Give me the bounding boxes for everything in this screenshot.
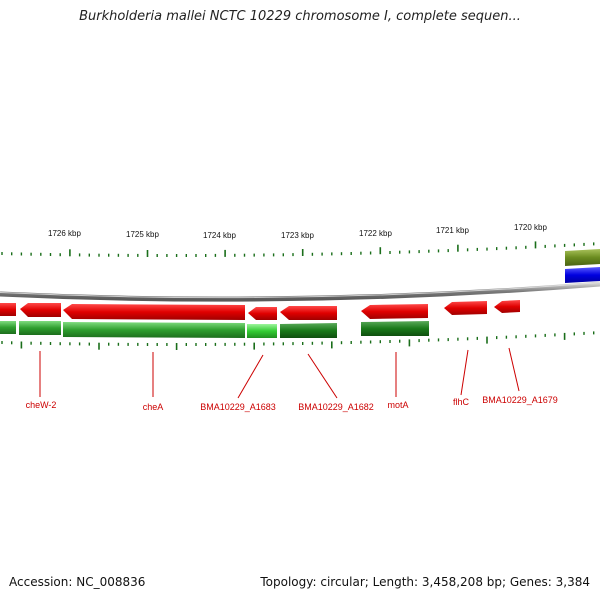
gene-label-flhc[interactable]: flhC [453,397,470,407]
ruler-label: 1722 kbp [359,229,392,238]
gene-track [0,300,520,320]
gene-arrow[interactable] [494,300,520,313]
cds-feature[interactable] [63,322,245,338]
label-leaders [39,347,520,399]
cds-feature[interactable] [361,321,429,336]
gene-label-chea[interactable]: cheA [143,402,164,412]
scale-ticks-outer [1,241,595,257]
gene-arrow[interactable] [248,307,277,320]
accession-text: Accession: NC_008836 [9,575,146,589]
outer-tracks [565,249,600,283]
cds-feature[interactable] [19,321,61,335]
cds-feature[interactable] [0,321,16,334]
gene-label-chew-2[interactable]: cheW-2 [26,400,57,410]
topology-text: Topology: circular; Length: 3,458,208 bp… [260,575,590,589]
gene-arrow[interactable] [63,304,245,320]
scale-ticks-inner [1,331,595,350]
gene-arrow[interactable] [0,303,16,316]
olive-feature[interactable] [565,249,600,266]
chromosome-backbone [0,281,600,302]
ruler-labels: 1726 kbp 1725 kbp 1724 kbp 1723 kbp 1722… [48,223,547,240]
gene-label-bma10229-a1683[interactable]: BMA10229_A1683 [200,402,276,412]
ruler-label: 1721 kbp [436,226,469,235]
gene-arrow[interactable] [444,301,487,315]
map-title: Burkholderia mallei NCTC 10229 chromosom… [79,9,521,24]
ruler-label: 1720 kbp [514,223,547,232]
gene-arrow[interactable] [20,303,61,317]
ruler-label: 1724 kbp [203,231,236,240]
gene-label-mota[interactable]: motA [387,400,408,410]
gene-label-bma10229-a1679[interactable]: BMA10229_A1679 [482,395,558,405]
cds-feature[interactable] [247,324,277,338]
blue-feature[interactable] [565,267,600,283]
ruler-label: 1725 kbp [126,230,159,239]
gene-arrow[interactable] [361,304,428,319]
cds-track [0,321,429,338]
cds-feature[interactable] [280,323,337,338]
ruler-label: 1723 kbp [281,231,314,240]
gene-arrow[interactable] [280,306,337,320]
gene-labels: cheW-2 cheA BMA10229_A1683 BMA10229_A168… [26,395,558,412]
ruler-label: 1726 kbp [48,229,81,238]
gene-label-bma10229-a1682[interactable]: BMA10229_A1682 [298,402,374,412]
